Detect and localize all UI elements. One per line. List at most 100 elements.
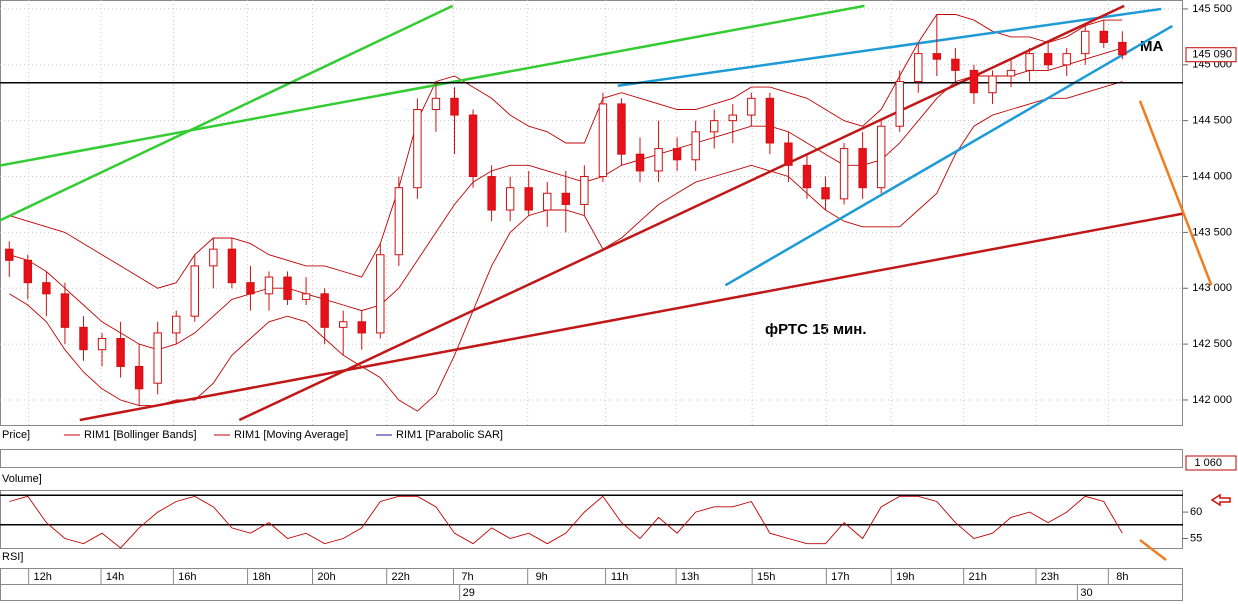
y-tick-label: 143 000 xyxy=(1192,282,1232,294)
price-panel xyxy=(0,0,1183,426)
candle-body xyxy=(134,365,144,390)
candle-body xyxy=(487,176,496,211)
candle-body xyxy=(505,187,515,211)
candle-body xyxy=(580,176,589,205)
candle-body xyxy=(5,248,14,261)
x-tick-label: 16h xyxy=(178,571,196,583)
volume-tick-label: 1 060 xyxy=(1194,457,1222,469)
candle-body xyxy=(320,293,329,328)
legend-entry: RIM1 [Parabolic SAR] xyxy=(396,429,503,441)
x-tick-label: 18h xyxy=(252,571,270,583)
x-tick-label: 20h xyxy=(317,571,335,583)
candle-body xyxy=(728,114,737,122)
candle-body xyxy=(283,276,292,300)
candle-body xyxy=(821,187,830,200)
trend-line xyxy=(617,7,1162,88)
candle-body xyxy=(1099,30,1108,43)
candle-body xyxy=(264,276,274,295)
candle-body xyxy=(543,192,552,211)
annotation: фРТС 15 мин. xyxy=(765,321,867,338)
candle-body xyxy=(691,131,700,161)
candle-body xyxy=(1006,69,1016,77)
candle-body xyxy=(932,53,942,60)
candle-body xyxy=(246,282,255,295)
candle-body xyxy=(802,164,812,189)
trend-line xyxy=(1138,100,1213,286)
candle-body xyxy=(747,97,756,116)
candle-body xyxy=(79,326,88,351)
trend-line xyxy=(724,24,1174,287)
x-tick-label: 22h xyxy=(392,571,410,583)
x-tick-label: 23h xyxy=(1041,571,1059,583)
x-tick-label: 19h xyxy=(896,571,914,583)
candle-body xyxy=(784,142,793,166)
candle-body xyxy=(672,148,682,161)
candle-body xyxy=(23,259,33,284)
candle-body xyxy=(394,187,404,256)
candle-body xyxy=(172,315,181,334)
x-tick-label: 7h xyxy=(461,571,473,583)
candle-body xyxy=(431,97,441,110)
volume-label: Volume] xyxy=(2,473,42,485)
last-price-box xyxy=(1185,47,1237,63)
candle-body xyxy=(969,69,979,94)
y-tick-label: 60 xyxy=(1190,506,1202,518)
candle-body xyxy=(561,192,571,205)
x-tick-label: 8h xyxy=(1116,571,1128,583)
ma-annotation: MA xyxy=(1140,38,1163,55)
candle-body xyxy=(1025,53,1034,71)
x-tick-label: 15h xyxy=(757,571,775,583)
date-label: 29 xyxy=(463,587,475,599)
candle-body xyxy=(710,120,719,133)
x-tick-label: 13h xyxy=(681,571,699,583)
candle-body xyxy=(468,114,478,178)
candle-body xyxy=(765,97,775,144)
y-tick-label: 142 500 xyxy=(1192,338,1232,350)
bollinger-band xyxy=(9,14,1123,289)
candle-body xyxy=(635,153,645,172)
y-tick-label: 143 500 xyxy=(1192,226,1232,238)
candle-body xyxy=(876,125,886,189)
candle-body xyxy=(1062,53,1071,66)
rsi-drawing xyxy=(1139,539,1167,561)
x-tick-label: 21h xyxy=(968,571,986,583)
candle-body xyxy=(376,254,385,334)
x-tick-label: 12h xyxy=(33,571,51,583)
candle-body xyxy=(1043,53,1053,66)
rsi-arrow xyxy=(1210,493,1231,507)
x-tick-label: 9h xyxy=(536,571,548,583)
x-tick-label: 11h xyxy=(611,571,629,583)
date-label: 30 xyxy=(1080,587,1092,599)
legend-entry: RIM1 [Bollinger Bands] xyxy=(84,429,197,441)
y-tick-label: 145 500 xyxy=(1192,3,1232,15)
candle-body xyxy=(357,321,366,334)
volume-panel xyxy=(0,449,1183,468)
candle-body xyxy=(190,265,199,317)
y-tick-label: 144 000 xyxy=(1192,170,1232,182)
candle-body xyxy=(524,187,533,211)
rsi-label: RSI] xyxy=(2,551,23,563)
candle-body xyxy=(153,332,162,384)
candle-body xyxy=(116,338,125,367)
candle-body xyxy=(951,58,960,71)
candle-body xyxy=(858,148,867,189)
trend-line xyxy=(0,4,865,167)
candle-body xyxy=(654,148,663,172)
x-tick-label: 17h xyxy=(831,571,849,583)
y-tick-label: 55 xyxy=(1190,532,1202,544)
candle-body xyxy=(988,75,997,94)
legend-entry: RIM1 [Moving Average] xyxy=(234,429,348,441)
rsi-panel xyxy=(0,490,1183,549)
candle-body xyxy=(301,293,311,300)
rsi-line xyxy=(9,495,1123,549)
candle-body xyxy=(60,293,70,328)
y-tick-label: 144 500 xyxy=(1192,115,1232,127)
candle-body xyxy=(209,248,218,267)
last-price-label: 145 090 xyxy=(1192,49,1232,61)
trend-line xyxy=(0,4,454,222)
price-label: Price] xyxy=(2,429,30,441)
trend-line xyxy=(79,212,1184,422)
candle-body xyxy=(914,53,923,83)
